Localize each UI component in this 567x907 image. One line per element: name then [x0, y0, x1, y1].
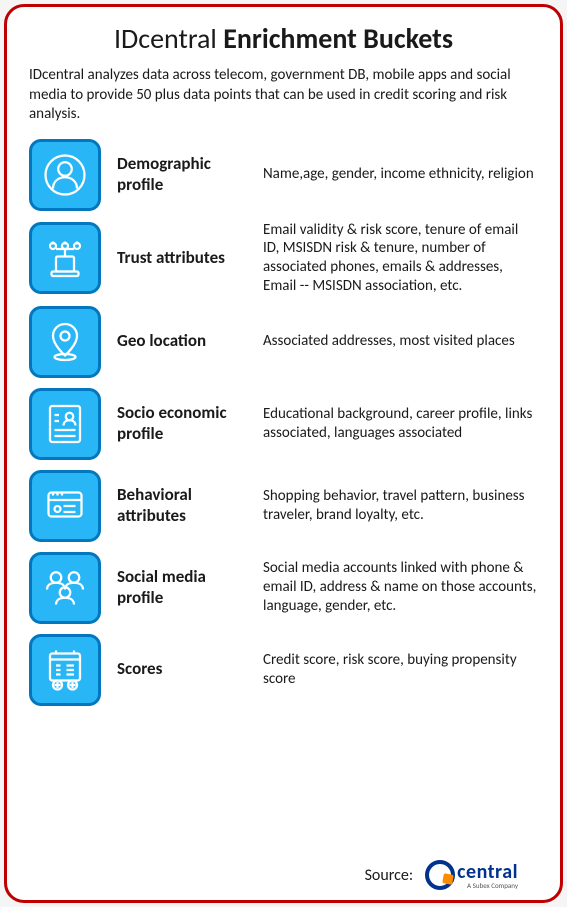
- logo-mark-icon: [425, 860, 455, 890]
- source-label: Source:: [365, 866, 414, 885]
- intro-text: IDcentral analyzes data across telecom, …: [29, 66, 538, 125]
- social-icon: [29, 552, 101, 624]
- bucket-row: Geo location Associated addresses, most …: [29, 306, 538, 378]
- title-light: IDcentral: [114, 21, 223, 56]
- footer: Source: central A Subex Company: [29, 860, 538, 890]
- bucket-row: Scores Credit score, risk score, buying …: [29, 634, 538, 706]
- bucket-list: Demographic profile Name,age, gender, in…: [29, 139, 538, 853]
- behavioral-icon: [29, 470, 101, 542]
- bucket-name: Trust attributes: [117, 248, 247, 268]
- bucket-desc: Shopping behavior, travel pattern, busin…: [263, 487, 538, 525]
- bucket-name: Geo location: [117, 331, 247, 351]
- demographic-icon: [29, 139, 101, 211]
- bucket-desc: Social media accounts linked with phone …: [263, 559, 538, 615]
- page-title: IDcentral Enrichment Buckets: [29, 21, 538, 56]
- logo-subtitle: A Subex Company: [457, 882, 518, 889]
- infographic-card: IDcentral Enrichment Buckets IDcentral a…: [4, 4, 563, 903]
- bucket-name: Demographic profile: [117, 154, 247, 195]
- bucket-name: Scores: [117, 659, 247, 679]
- bucket-desc: Educational background, career profile, …: [263, 405, 538, 443]
- bucket-row: Socio economic profile Educational backg…: [29, 388, 538, 460]
- socioeconomic-icon: [29, 388, 101, 460]
- title-bold: Enrichment Buckets: [223, 21, 453, 56]
- bucket-row: Social media profile Social media accoun…: [29, 552, 538, 624]
- bucket-desc: Associated addresses, most visited place…: [263, 332, 538, 351]
- bucket-desc: Credit score, risk score, buying propens…: [263, 651, 538, 689]
- logo-word: central: [457, 862, 518, 882]
- geo-icon: [29, 306, 101, 378]
- scores-icon: [29, 634, 101, 706]
- bucket-row: Demographic profile Name,age, gender, in…: [29, 139, 538, 211]
- bucket-row: Behavioral attributes Shopping behavior,…: [29, 470, 538, 542]
- bucket-desc: Name,age, gender, income ethnicity, reli…: [263, 165, 538, 184]
- trust-icon: [29, 222, 101, 294]
- logo-text: central A Subex Company: [457, 862, 518, 889]
- bucket-name: Socio economic profile: [117, 403, 247, 444]
- bucket-name: Social media profile: [117, 567, 247, 608]
- bucket-name: Behavioral attributes: [117, 485, 247, 526]
- idcentral-logo: central A Subex Company: [425, 860, 518, 890]
- bucket-desc: Email validity & risk score, tenure of e…: [263, 221, 538, 296]
- bucket-row: Trust attributes Email validity & risk s…: [29, 221, 538, 296]
